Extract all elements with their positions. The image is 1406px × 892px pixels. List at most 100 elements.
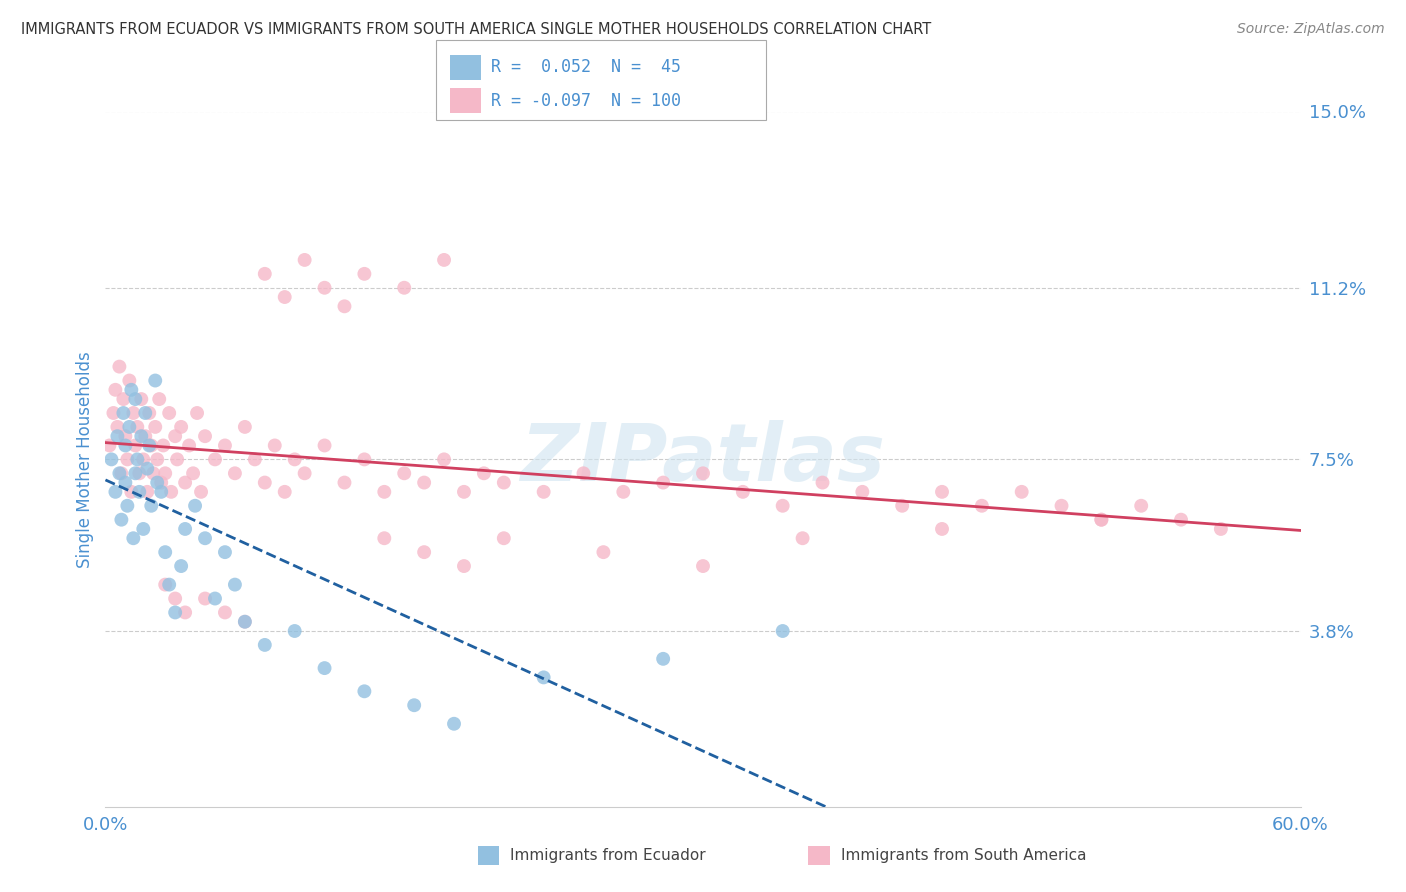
Point — [404, 698, 426, 713]
Point — [157, 406, 180, 420]
Point — [110, 467, 132, 481]
Point — [184, 499, 207, 513]
Point — [1209, 522, 1232, 536]
Point — [194, 591, 217, 606]
Point — [1050, 499, 1073, 513]
Point — [132, 452, 155, 467]
Point — [253, 475, 276, 490]
Point — [314, 281, 336, 295]
Point — [224, 467, 246, 481]
Point — [112, 406, 135, 420]
Point — [1130, 499, 1153, 513]
Point — [165, 591, 187, 606]
Point — [114, 438, 136, 452]
Point — [98, 438, 121, 452]
Point — [122, 406, 145, 420]
Point — [314, 438, 336, 452]
Point — [124, 467, 146, 481]
Text: Immigrants from South America: Immigrants from South America — [841, 848, 1087, 863]
Point — [153, 545, 177, 559]
Point — [157, 577, 180, 591]
Point — [165, 429, 187, 443]
Point — [233, 615, 256, 629]
Point — [166, 452, 188, 467]
Point — [134, 406, 156, 420]
Point — [652, 652, 675, 666]
Point — [143, 420, 166, 434]
Point — [931, 522, 953, 536]
Point — [160, 484, 183, 499]
Point — [533, 484, 555, 499]
Point — [472, 467, 495, 481]
Point — [128, 484, 150, 499]
Point — [117, 452, 139, 467]
Point — [122, 531, 145, 545]
Text: ZIPatlas: ZIPatlas — [520, 420, 886, 499]
Point — [117, 499, 139, 513]
Point — [891, 499, 914, 513]
Point — [214, 438, 236, 452]
Point — [1090, 513, 1112, 527]
Point — [970, 499, 993, 513]
Point — [153, 577, 177, 591]
Point — [284, 624, 307, 638]
Point — [146, 475, 169, 490]
Point — [652, 475, 675, 490]
Point — [138, 438, 160, 452]
Point — [731, 484, 754, 499]
Point — [333, 299, 356, 313]
Point — [118, 374, 141, 388]
Point — [792, 531, 814, 545]
Point — [141, 499, 163, 513]
Point — [692, 467, 714, 481]
Point — [165, 606, 187, 620]
Point — [273, 484, 295, 499]
Point — [170, 420, 193, 434]
Point — [103, 406, 125, 420]
Point — [692, 559, 714, 574]
Point — [170, 559, 193, 574]
Point — [114, 429, 136, 443]
Text: Immigrants from Ecuador: Immigrants from Ecuador — [510, 848, 706, 863]
Point — [294, 467, 316, 481]
Point — [772, 624, 794, 638]
Point — [214, 545, 236, 559]
Point — [129, 429, 153, 443]
Point — [138, 406, 160, 420]
Point — [104, 484, 127, 499]
Text: R =  0.052  N =  45: R = 0.052 N = 45 — [491, 58, 681, 76]
Text: Source: ZipAtlas.com: Source: ZipAtlas.com — [1237, 22, 1385, 37]
Point — [204, 452, 226, 467]
Point — [142, 467, 165, 481]
Point — [114, 475, 136, 490]
Point — [104, 383, 127, 397]
Point — [373, 484, 395, 499]
Point — [811, 475, 834, 490]
Point — [127, 420, 149, 434]
Point — [253, 267, 276, 281]
Point — [194, 531, 217, 545]
Point — [612, 484, 634, 499]
Point — [194, 429, 217, 443]
Point — [190, 484, 212, 499]
Point — [443, 716, 465, 731]
Point — [148, 392, 170, 406]
Point — [150, 475, 173, 490]
Point — [120, 383, 142, 397]
Point — [110, 513, 132, 527]
Point — [413, 545, 436, 559]
Point — [492, 475, 515, 490]
Point — [136, 461, 159, 475]
Point — [353, 452, 375, 467]
Point — [143, 374, 166, 388]
Point — [273, 290, 295, 304]
Point — [1090, 513, 1112, 527]
Point — [112, 392, 135, 406]
Point — [132, 522, 155, 536]
Point — [392, 467, 416, 481]
Point — [1170, 513, 1192, 527]
Point — [373, 531, 395, 545]
Point — [128, 467, 150, 481]
Point — [1011, 484, 1033, 499]
Point — [100, 452, 122, 467]
